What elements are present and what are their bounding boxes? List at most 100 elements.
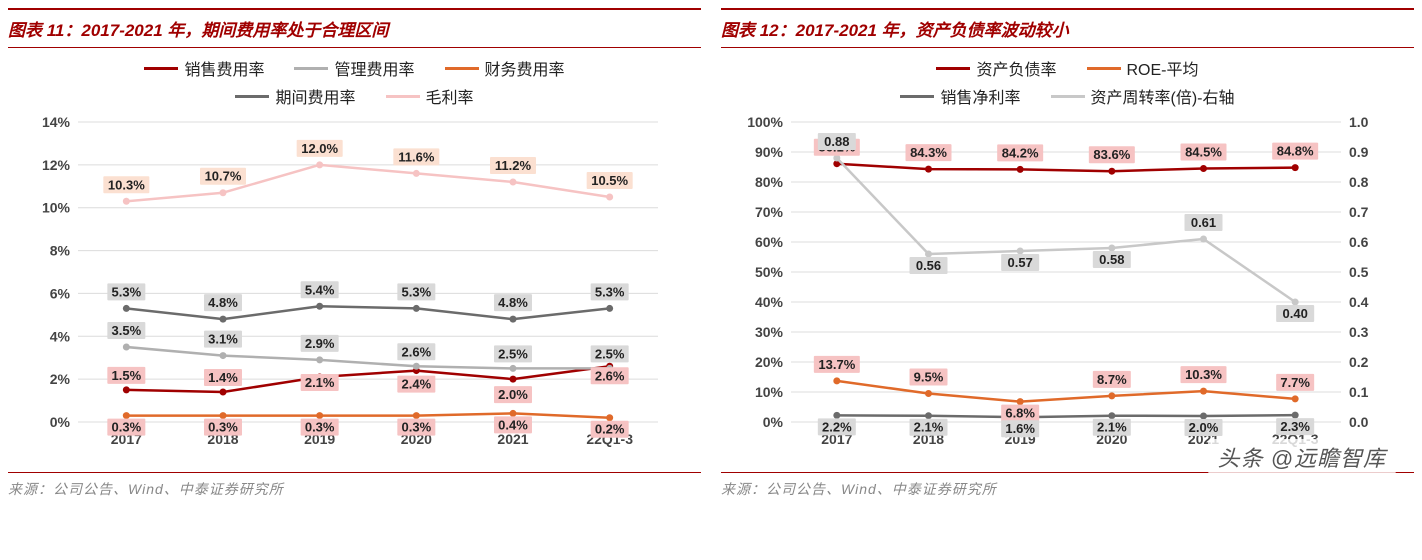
svg-text:0.58: 0.58 [1099,252,1124,267]
svg-text:2.1%: 2.1% [914,420,944,435]
svg-text:2%: 2% [50,371,71,387]
svg-text:0.56: 0.56 [916,258,941,273]
svg-text:0.3: 0.3 [1349,324,1369,340]
svg-text:0.3%: 0.3% [402,420,432,435]
svg-text:9.5%: 9.5% [914,370,944,385]
svg-text:3.5%: 3.5% [112,323,142,338]
legend-label: 财务费用率 [485,56,565,80]
svg-text:12.0%: 12.0% [301,141,338,156]
svg-text:10%: 10% [755,384,784,400]
svg-text:0.1: 0.1 [1349,384,1369,400]
legend-item-debt: 资产负债率 [936,56,1056,80]
svg-text:4.8%: 4.8% [208,295,238,310]
left-legend: 销售费用率 管理费用率 财务费用率期间费用率 毛利率 [8,48,701,112]
source-text: 公司公告、Wind、中泰证券研究所 [53,481,284,497]
svg-text:4%: 4% [50,328,71,344]
svg-text:90%: 90% [755,144,784,160]
svg-text:2.1%: 2.1% [1097,420,1127,435]
svg-text:0.3%: 0.3% [305,420,335,435]
svg-text:10.7%: 10.7% [205,169,242,184]
svg-text:0.57: 0.57 [1008,255,1033,270]
legend-swatch [936,67,970,70]
svg-text:10.3%: 10.3% [1185,367,1222,382]
svg-text:0.0: 0.0 [1349,414,1369,430]
svg-text:2.2%: 2.2% [822,419,852,434]
right-title: 图表 12：2017-2021 年，资产负债率波动较小 [721,8,1414,48]
svg-text:0.3%: 0.3% [112,420,142,435]
left-title: 图表 11：2017-2021 年，期间费用率处于合理区间 [8,8,701,48]
svg-text:0.4: 0.4 [1349,294,1369,310]
legend-item-turn: 资产周转率(倍)-右轴 [1051,84,1235,108]
svg-text:10.5%: 10.5% [591,173,628,188]
legend-item-roe: ROE-平均 [1087,56,1199,80]
legend-label: 资产周转率(倍)-右轴 [1091,84,1235,108]
source-text: 公司公告、Wind、中泰证券研究所 [766,481,997,497]
svg-text:2.5%: 2.5% [498,346,528,361]
svg-text:2.0%: 2.0% [498,387,528,402]
svg-text:0.2%: 0.2% [595,422,625,437]
svg-text:83.6%: 83.6% [1093,147,1130,162]
svg-text:0.61: 0.61 [1191,215,1216,230]
svg-text:6.8%: 6.8% [1005,406,1035,421]
svg-text:1.5%: 1.5% [112,368,142,383]
legend-item-sales: 销售费用率 [144,56,264,80]
legend-swatch [1087,67,1121,70]
svg-text:0%: 0% [50,414,71,430]
svg-text:5.3%: 5.3% [112,284,142,299]
legend-label: 管理费用率 [334,56,414,80]
svg-text:5.4%: 5.4% [305,282,335,297]
svg-text:4.8%: 4.8% [498,295,528,310]
svg-text:0.2: 0.2 [1349,354,1369,370]
watermark: 头条 @远瞻智库 [1208,439,1396,475]
legend-swatch [445,67,479,70]
legend-item-admin: 管理费用率 [294,56,414,80]
right-legend: 资产负债率 ROE-平均销售净利率 资产周转率(倍)-右轴 [721,48,1414,112]
legend-swatch [1051,95,1085,98]
svg-text:0.9: 0.9 [1349,144,1369,160]
legend-item-period: 期间费用率 [235,84,355,108]
svg-text:1.0: 1.0 [1349,114,1369,130]
legend-label: 资产负债率 [976,56,1056,80]
svg-text:5.3%: 5.3% [402,284,432,299]
svg-text:2.4%: 2.4% [402,377,432,392]
svg-text:1.4%: 1.4% [208,370,238,385]
svg-text:0.5: 0.5 [1349,264,1369,280]
svg-text:0.7: 0.7 [1349,204,1369,220]
legend-label: 销售净利率 [940,84,1020,108]
svg-text:30%: 30% [755,324,784,340]
legend-swatch [386,95,420,98]
legend-item-netm: 销售净利率 [900,84,1020,108]
svg-text:0.4%: 0.4% [498,417,528,432]
svg-text:10%: 10% [42,200,71,216]
svg-text:50%: 50% [755,264,784,280]
legend-swatch [144,67,178,70]
legend-swatch [900,95,934,98]
source-prefix: 来源： [721,481,766,497]
svg-text:8.7%: 8.7% [1097,372,1127,387]
svg-text:84.3%: 84.3% [910,145,947,160]
svg-text:0.8: 0.8 [1349,174,1369,190]
svg-text:100%: 100% [747,114,783,130]
legend-label: 毛利率 [426,84,474,108]
svg-text:2.5%: 2.5% [595,346,625,361]
legend-item-finance: 财务费用率 [445,56,565,80]
svg-text:60%: 60% [755,234,784,250]
svg-text:11.6%: 11.6% [398,149,435,164]
svg-text:6%: 6% [50,285,71,301]
svg-text:5.3%: 5.3% [595,284,625,299]
svg-text:40%: 40% [755,294,784,310]
svg-text:84.2%: 84.2% [1002,145,1039,160]
right-source: 来源：公司公告、Wind、中泰证券研究所 [721,472,1414,501]
chart-row: 图表 11：2017-2021 年，期间费用率处于合理区间 销售费用率 管理费用率… [8,8,1414,501]
svg-text:0.6: 0.6 [1349,234,1369,250]
svg-text:84.8%: 84.8% [1277,144,1314,159]
right-chart: 0%10%20%30%40%50%60%70%80%90%100%0.00.10… [721,112,1414,472]
svg-text:2.9%: 2.9% [305,336,335,351]
legend-item-gross: 毛利率 [386,84,474,108]
legend-swatch [235,95,269,98]
svg-text:2.6%: 2.6% [402,344,432,359]
svg-text:10.3%: 10.3% [108,177,145,192]
svg-text:2.0%: 2.0% [1189,420,1219,435]
svg-text:14%: 14% [42,114,71,130]
svg-text:0.3%: 0.3% [208,420,238,435]
